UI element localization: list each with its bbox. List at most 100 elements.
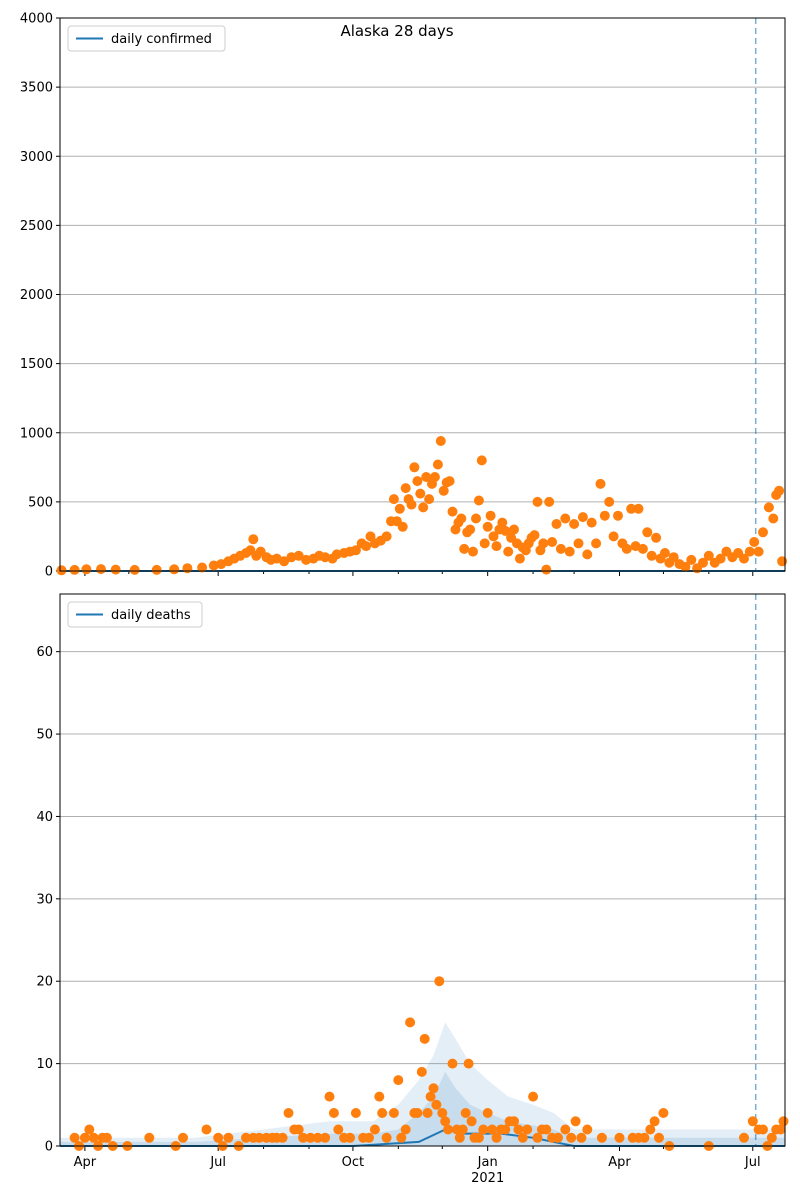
observed-point [586, 517, 597, 528]
observed-point [438, 485, 449, 496]
observed-point [573, 538, 584, 549]
observed-point [400, 1124, 411, 1135]
y-tick-label: 30 [36, 892, 53, 907]
observed-point [645, 1124, 656, 1135]
observed-point [406, 499, 417, 510]
y-tick-label: 2500 [20, 219, 53, 234]
y-tick-label: 1500 [20, 357, 53, 372]
observed-point [320, 1132, 331, 1143]
observed-point [56, 565, 67, 576]
observed-point [456, 513, 467, 524]
observed-point [608, 531, 619, 542]
observed-point [476, 455, 487, 466]
observed-point [69, 564, 80, 575]
observed-point [381, 531, 392, 542]
observed-point [497, 517, 508, 528]
observed-point [178, 1132, 188, 1143]
observed-point [668, 552, 679, 563]
observed-point [424, 494, 435, 505]
observed-point [374, 1091, 385, 1102]
chart-daily-confirmed: 0 500 1000 1500 2000 2500 3000 3500 4000 daily co… [20, 12, 788, 580]
observed-point [471, 513, 481, 524]
y-tick-label: 20 [36, 975, 53, 990]
observed-point [698, 557, 708, 568]
observed-point [488, 531, 499, 542]
observed-point [432, 459, 443, 470]
observed-point [412, 476, 423, 487]
observed-point [500, 525, 511, 536]
observed-point [437, 1108, 448, 1118]
observed-point [431, 1099, 442, 1110]
observed-point [514, 553, 525, 564]
observed-point [223, 1132, 234, 1143]
observed-point [744, 546, 755, 557]
observed-point [482, 521, 493, 532]
observed-point [739, 1132, 749, 1143]
observed-point [440, 1116, 451, 1127]
y-tick-label: 60 [36, 645, 53, 660]
observed-point [415, 488, 426, 499]
observed-point [715, 553, 726, 564]
observed-point [659, 548, 670, 558]
observed-point [81, 564, 92, 575]
observed-point [658, 1108, 669, 1118]
observed-point [144, 1132, 155, 1143]
axes-frame [59, 17, 786, 572]
observed-point [517, 1132, 528, 1143]
observed-point [388, 1108, 399, 1118]
observed-point [396, 1132, 407, 1143]
observed-point [283, 1108, 294, 1118]
observed-point [381, 1132, 392, 1143]
y-tick-label: 50 [36, 728, 53, 743]
observed-point [312, 1132, 323, 1143]
observed-point [491, 541, 502, 552]
observed-point [298, 1132, 309, 1143]
observed-point [633, 503, 644, 514]
observed-point [412, 1108, 423, 1118]
observed-point [777, 556, 788, 567]
observed-point [639, 1132, 650, 1143]
x-tick-label: Jan [477, 1155, 498, 1170]
observed-point [460, 1108, 471, 1118]
observed-point [101, 1132, 112, 1143]
observed-point [465, 524, 476, 535]
legend-box [67, 25, 226, 52]
observed-point [763, 502, 774, 513]
observed-point [570, 1116, 581, 1127]
observed-point [447, 506, 458, 517]
observed-point [393, 1075, 404, 1086]
observed-point [277, 1132, 288, 1143]
observed-point [473, 1132, 484, 1143]
observed-point [749, 537, 760, 547]
observed-point [553, 1132, 563, 1143]
observed-point [522, 1124, 533, 1135]
observed-point [680, 561, 691, 572]
y-tick-label: 40 [36, 810, 53, 825]
observed-point [775, 1124, 786, 1135]
observed-point [538, 538, 549, 549]
observed-point [637, 543, 648, 554]
observed-point [747, 1116, 758, 1127]
observed-point [485, 510, 496, 521]
observed-point [595, 478, 606, 489]
observed-point [394, 503, 405, 514]
observed-point [405, 1017, 416, 1028]
observed-point [345, 1132, 355, 1143]
observed-point [596, 1132, 607, 1143]
observed-point [753, 546, 764, 557]
observed-point [463, 1058, 474, 1069]
observed-point [758, 527, 768, 538]
observed-point [361, 541, 372, 552]
observed-point [626, 503, 637, 514]
legend-label: daily deaths [111, 608, 191, 623]
x-tick-label: Jul [209, 1155, 226, 1170]
observed-point [369, 1124, 380, 1135]
observed-point [444, 476, 455, 487]
observed-point [577, 512, 588, 523]
x-year-label: 2021 [471, 1171, 504, 1186]
observed-point [560, 1124, 571, 1135]
observed-point [241, 1132, 251, 1143]
observed-point [479, 538, 490, 549]
x-tick-label: Jul [744, 1155, 761, 1170]
x-tick-label: Apr [608, 1155, 631, 1170]
